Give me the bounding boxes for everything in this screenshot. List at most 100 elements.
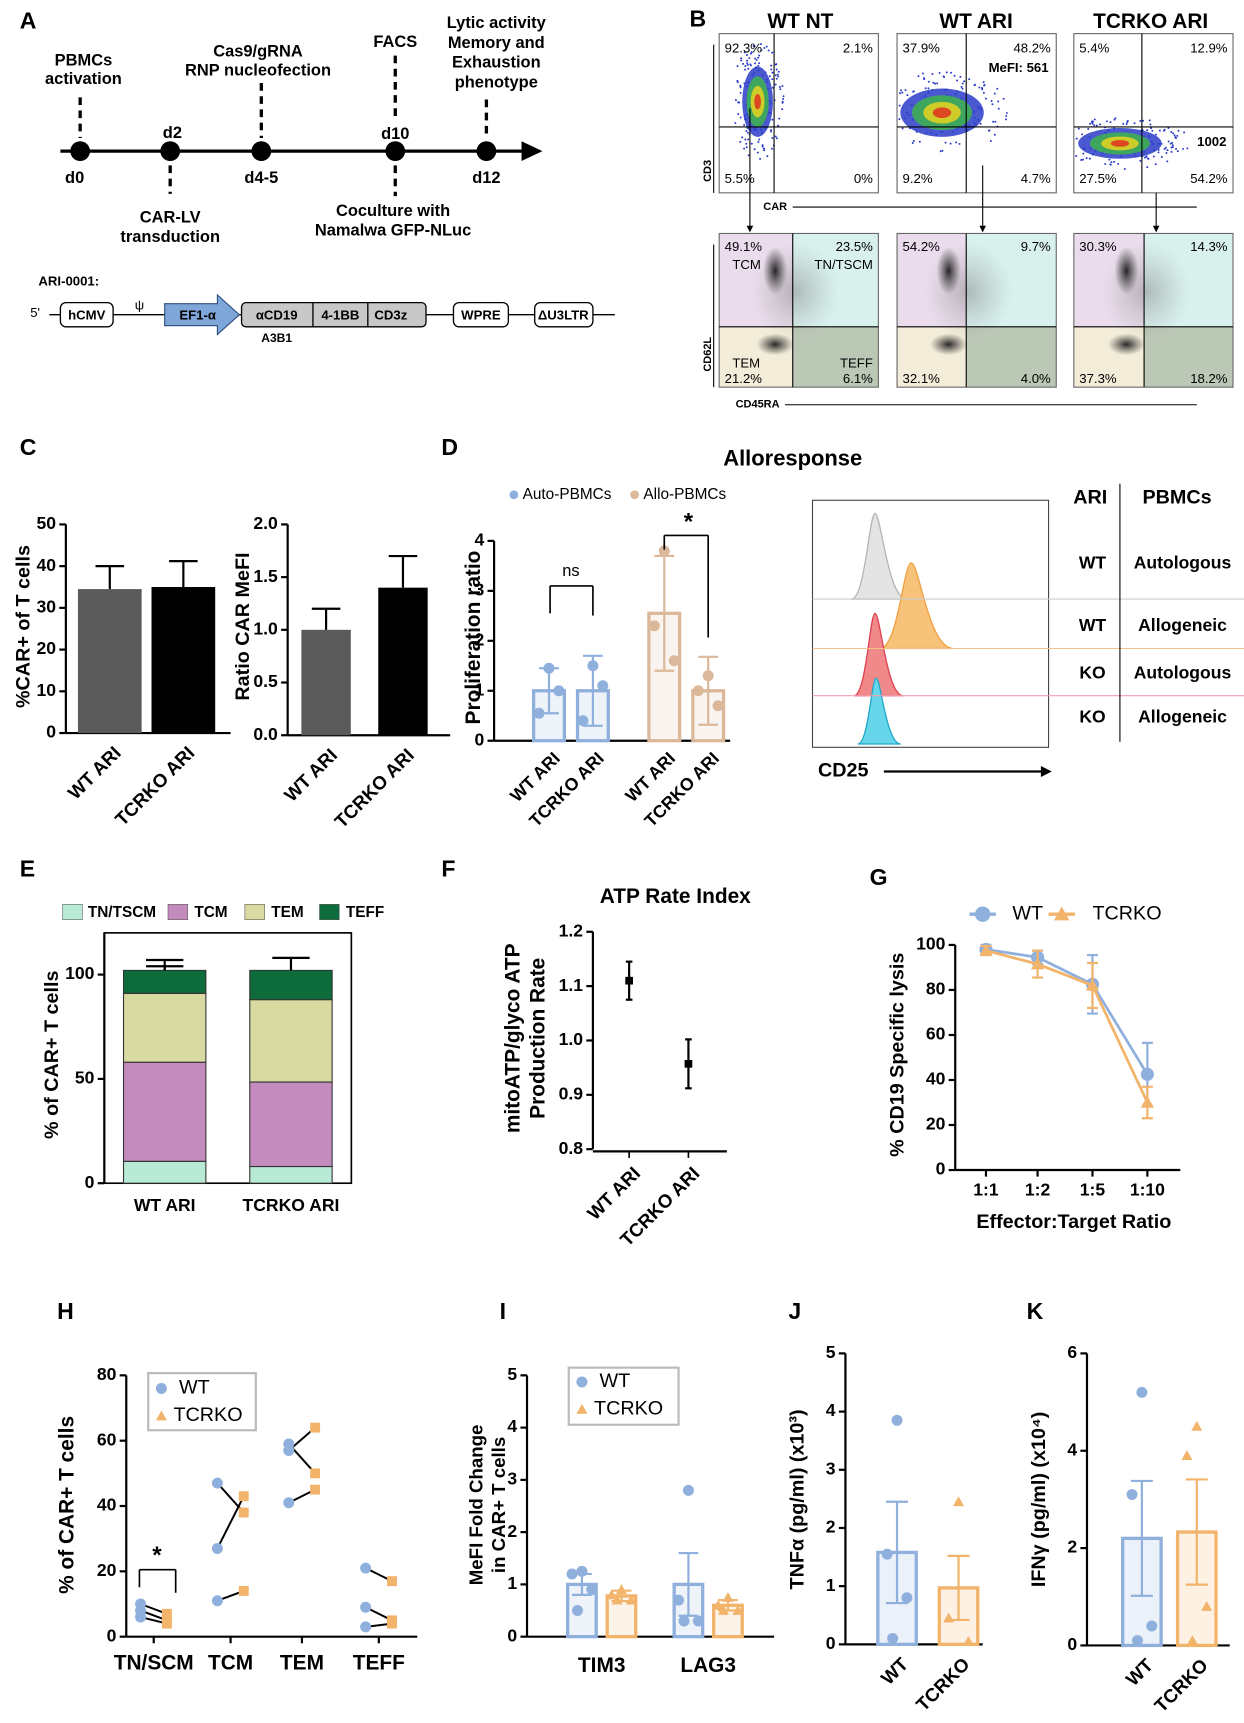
day-label: d2: [163, 124, 182, 142]
x-tick-label: WT: [1122, 1654, 1158, 1690]
event-label: PBMCs: [55, 51, 113, 69]
point: [1191, 1420, 1203, 1431]
event-dot: [767, 49, 770, 52]
point: [1140, 1095, 1154, 1108]
point: [1186, 1635, 1198, 1645]
x-tick-label: TCRKO ARI: [243, 1195, 340, 1215]
quadrant-value: 54.2%: [903, 239, 941, 254]
point: [360, 1621, 372, 1633]
x-tick-label: TEM: [280, 1652, 324, 1675]
event-dot: [938, 71, 941, 74]
event-dot: [991, 103, 994, 106]
event-dot: [745, 146, 748, 149]
element-label: αCD19: [256, 307, 298, 322]
axis-label: CD45RA: [736, 399, 780, 411]
event-dot: [1109, 121, 1112, 124]
quadrant-value: 9.7%: [1021, 239, 1051, 254]
event-dot: [759, 157, 762, 160]
event-dot: [899, 92, 901, 95]
x-tick-label: TEFF: [353, 1652, 405, 1675]
event-dot: [771, 86, 774, 89]
arrow-head: [1040, 765, 1052, 777]
timepoint: [160, 141, 181, 161]
event-dot: [738, 101, 741, 104]
legend-label: WT: [1012, 902, 1043, 924]
event-dot: [777, 70, 780, 73]
timepoint: [476, 141, 497, 161]
point: [572, 1605, 584, 1617]
event-dot: [771, 118, 774, 121]
legend-marker: [1054, 906, 1070, 921]
event-dot: [749, 52, 752, 55]
event-dot: [961, 87, 964, 90]
quadrant-value: 27.5%: [1079, 171, 1117, 186]
event-dot: [924, 87, 927, 90]
event-dot: [770, 68, 773, 71]
quadrant-value: 18.2%: [1190, 371, 1228, 386]
element-label: 4-1BB: [321, 307, 359, 322]
subset-label: TEFF: [840, 356, 873, 371]
quadrant-value: 32.1%: [903, 371, 941, 386]
event-dot: [782, 98, 785, 101]
header: PBMCs: [1142, 486, 1211, 508]
point: [625, 976, 633, 985]
legend-swatch: [244, 904, 265, 920]
legend-label: TCRKO: [173, 1404, 242, 1426]
bar-segment: [122, 1061, 207, 1162]
point: [611, 1594, 623, 1605]
event-dot: [942, 75, 945, 78]
legend-swatch: [167, 904, 189, 920]
event-dot: [982, 91, 985, 94]
event-dot: [781, 108, 784, 111]
quadrant-value: 5.4%: [1079, 40, 1109, 55]
point: [283, 1444, 295, 1456]
row-label: Allogeneic: [1138, 615, 1227, 635]
event-dot: [1075, 154, 1078, 157]
event-dot: [1125, 123, 1128, 125]
y-tick-label: 0.9: [559, 1083, 584, 1103]
event-dot: [941, 149, 944, 152]
quadrant-value: 30.3%: [1079, 239, 1117, 254]
y-tick-label: 1.0: [253, 618, 278, 638]
event-dot: [988, 129, 991, 132]
quadrant-value: 6.1%: [843, 371, 873, 386]
panel-label: D: [441, 434, 458, 460]
point: [310, 1422, 321, 1433]
header: ARI: [1073, 486, 1107, 508]
event-dot: [917, 75, 920, 78]
event-label: RNP nucleofection: [185, 61, 331, 79]
point: [1146, 1620, 1158, 1632]
histogram-peak: [879, 562, 954, 650]
pair-line: [216, 1495, 245, 1549]
event-dot: [989, 140, 992, 142]
event-dot: [739, 140, 742, 143]
point: [979, 943, 993, 956]
y-tick-label: 0: [46, 722, 56, 742]
mefi-label: MeFI: 561: [989, 60, 1049, 75]
x-tick-label: LAG3: [680, 1654, 736, 1677]
quadrant-value: 9.2%: [903, 171, 933, 186]
event-dot: [758, 54, 761, 57]
event-dot: [781, 85, 784, 88]
event-dot: [936, 82, 939, 85]
event-dot: [1182, 147, 1185, 150]
panel-label: F: [441, 855, 455, 881]
event-dot: [932, 81, 935, 84]
event-dot: [1142, 119, 1145, 122]
event-dot: [763, 46, 766, 49]
event-dot: [1173, 134, 1176, 137]
subset-label: TEM: [732, 356, 760, 371]
event-dot: [968, 78, 971, 81]
y-tick-label: 2.0: [253, 513, 278, 533]
event-dot: [934, 82, 937, 85]
arrow-head: [746, 225, 754, 233]
y-axis-label: % of CAR+ T cells: [41, 970, 63, 1138]
event-dot: [1093, 118, 1096, 121]
element-label: ψ: [135, 297, 144, 312]
event-dot: [770, 129, 773, 131]
panel-label: K: [1027, 1298, 1044, 1324]
y-axis-label: TNFα (pg/ml) (x10³): [786, 1409, 808, 1589]
element-label: EF1-α: [179, 307, 216, 322]
event-dot: [921, 72, 924, 75]
event-dot: [1005, 115, 1008, 118]
